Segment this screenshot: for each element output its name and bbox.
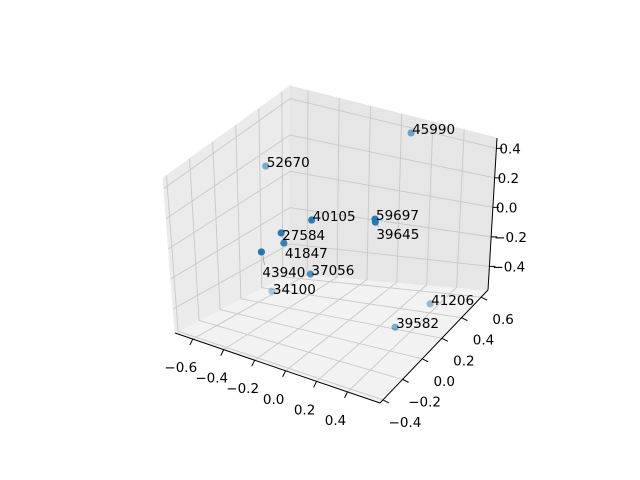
- y-gridline: [282, 276, 482, 298]
- x-tick-mark: [282, 370, 287, 377]
- z-gridline: [170, 207, 291, 280]
- x-gridline: [426, 121, 434, 285]
- y-gridline: [177, 330, 384, 401]
- y-tick-label: 0.0: [433, 374, 454, 390]
- y-tick-mark: [421, 358, 429, 363]
- y-tick-label: 0.6: [492, 312, 513, 328]
- y-axis-line: [379, 289, 489, 404]
- data-point: [277, 229, 285, 237]
- z-tick-label: 0.0: [496, 200, 517, 216]
- z-tick-label: 0.4: [499, 141, 520, 157]
- x-gridline: [456, 129, 465, 288]
- y-gridline: [261, 287, 462, 319]
- y-gridline: [219, 309, 423, 360]
- x-tick-label: 0.0: [263, 392, 284, 408]
- gridlines: [163, 90, 497, 401]
- data-points: [257, 129, 434, 331]
- z-gridline: [168, 170, 291, 250]
- tick-labels: −0.6−0.4−0.20.00.20.4 −0.4−0.20.00.20.40.…: [164, 141, 527, 431]
- z-tick-label: −0.2: [494, 230, 527, 246]
- y-tick-mark: [402, 378, 409, 383]
- x-tick-mark: [344, 391, 348, 399]
- x-tick-mark: [313, 381, 318, 388]
- z-tick-label: −0.4: [492, 259, 525, 275]
- x-gridline: [192, 274, 308, 340]
- y-tick-mark: [480, 296, 488, 301]
- y-tick-label: 0.4: [473, 333, 494, 349]
- data-point: [280, 239, 288, 247]
- data-point: [308, 216, 316, 224]
- x-gridline: [306, 90, 309, 275]
- x-gridline: [347, 286, 457, 393]
- z-tick-label: 0.2: [498, 171, 519, 187]
- data-point: [257, 248, 265, 256]
- x-gridline: [285, 281, 398, 372]
- y-gridline: [212, 142, 221, 310]
- y-gridline: [198, 320, 403, 380]
- z-gridline: [289, 170, 493, 208]
- y-gridline: [189, 158, 200, 321]
- z-gridline: [289, 98, 497, 149]
- point-label: 39645: [376, 227, 419, 243]
- point-label: 34100: [273, 282, 316, 298]
- point-label: 41206: [431, 293, 474, 309]
- point-labels: 45990 52670 59697 40105 39645 27584 41847 43940…: [262, 122, 474, 332]
- y-tick-label: −0.2: [408, 394, 441, 410]
- y-gridline: [258, 108, 263, 288]
- y-tick-label: 0.2: [453, 353, 474, 369]
- z-gridline: [165, 134, 291, 220]
- point-label: 27584: [282, 228, 325, 244]
- x-tick-label: −0.2: [226, 381, 259, 397]
- x-gridline: [223, 276, 338, 351]
- x-tick-mark: [220, 349, 225, 356]
- x-gridline: [316, 284, 428, 382]
- x-gridline: [366, 106, 371, 280]
- data-point: [371, 218, 379, 226]
- data-point: [268, 287, 276, 295]
- data-point: [407, 129, 415, 137]
- data-point: [391, 323, 399, 331]
- z-gridline: [172, 243, 291, 310]
- point-label: 52670: [267, 155, 310, 171]
- x-axis-line: [174, 332, 381, 404]
- axis-lines: [174, 137, 503, 404]
- point-label: 45990: [412, 122, 455, 138]
- x-tick-label: −0.4: [195, 371, 228, 387]
- x-tick-mark: [251, 359, 256, 367]
- point-label: 41847: [285, 246, 328, 262]
- y-tick-mark: [441, 337, 449, 342]
- data-point: [306, 270, 315, 278]
- x-gridline: [396, 114, 403, 283]
- point-label: 39582: [396, 316, 439, 332]
- point-label: 37056: [311, 263, 354, 279]
- z-gridline: [289, 243, 490, 267]
- point-label: 59697: [376, 208, 419, 224]
- z-gridline: [289, 134, 495, 179]
- x-tick-label: 0.2: [294, 402, 315, 418]
- y-tick-mark: [382, 399, 390, 404]
- x-tick-label: 0.4: [325, 413, 346, 429]
- y-gridline: [235, 125, 242, 299]
- z-gridline: [289, 207, 492, 238]
- point-label: 40105: [313, 209, 356, 225]
- y-gridline: [240, 298, 442, 339]
- y-gridline: [166, 175, 179, 332]
- x-gridline: [336, 98, 340, 278]
- x-gridline: [254, 279, 368, 361]
- z-axis-line: [487, 137, 498, 291]
- data-point: [262, 162, 270, 170]
- data-point: [426, 300, 434, 308]
- y-tick-mark: [461, 317, 468, 322]
- x-tick-label: −0.6: [164, 360, 197, 376]
- point-label: 43940: [262, 265, 305, 281]
- x-tick-mark: [189, 338, 194, 346]
- axes-panes: [162, 85, 498, 404]
- z-gridline: [163, 98, 291, 189]
- y-tick-label: −0.4: [389, 415, 422, 431]
